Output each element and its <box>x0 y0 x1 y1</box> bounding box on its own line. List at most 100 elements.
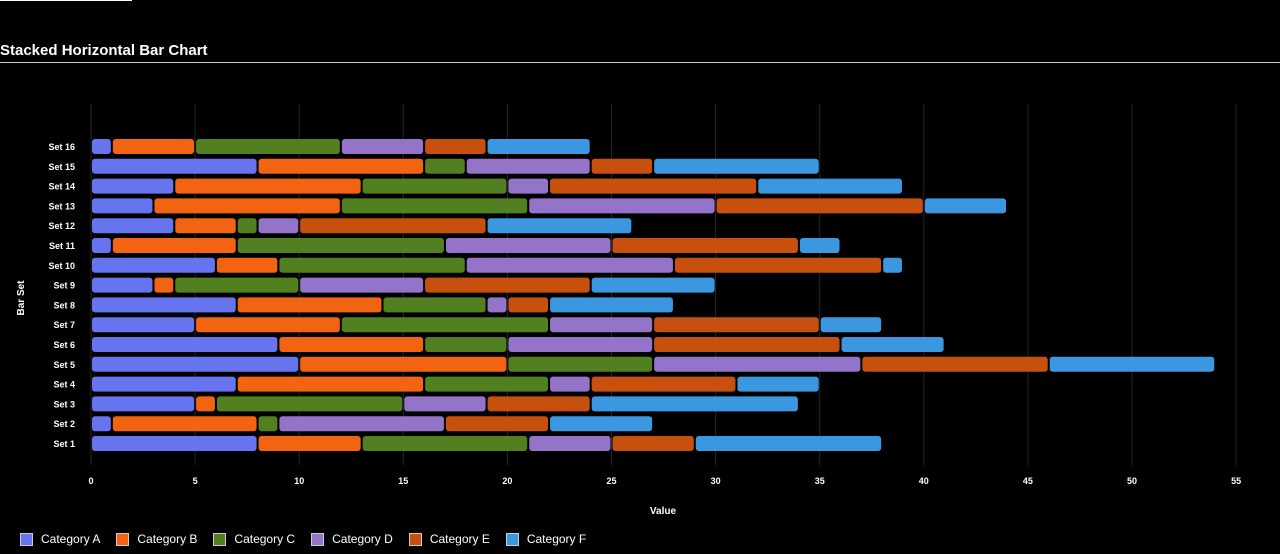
bar-segment[interactable] <box>92 297 236 313</box>
bar-segment[interactable] <box>258 218 299 234</box>
bar-segment[interactable] <box>1049 356 1215 372</box>
bar-segment[interactable] <box>237 238 444 253</box>
bar-segment[interactable] <box>425 277 590 293</box>
legend-item[interactable]: Category A <box>20 532 100 546</box>
bar-segment[interactable] <box>300 356 507 372</box>
bar-segment[interactable] <box>487 396 590 412</box>
bar-segment[interactable] <box>529 198 715 214</box>
bar-segment[interactable] <box>92 416 111 432</box>
bar-segment[interactable] <box>196 317 340 333</box>
bar-segment[interactable] <box>300 277 424 293</box>
bar-segment[interactable] <box>196 139 340 154</box>
bar-segment[interactable] <box>92 218 174 234</box>
bar-segment[interactable] <box>154 198 340 214</box>
bar-segment[interactable] <box>591 396 798 412</box>
legend-item[interactable]: Category F <box>505 532 586 546</box>
bar-segment[interactable] <box>92 238 111 253</box>
bar-segment[interactable] <box>654 356 861 372</box>
bar-segment[interactable] <box>279 257 465 273</box>
bar-segment[interactable] <box>550 178 757 194</box>
bar-segment[interactable] <box>92 436 257 451</box>
bar-segment[interactable] <box>466 257 673 273</box>
bar-segment[interactable] <box>466 158 590 174</box>
bar-segment[interactable] <box>425 158 465 174</box>
bar-segment[interactable] <box>92 198 153 214</box>
bar-segment[interactable] <box>591 158 653 174</box>
legend-item[interactable]: Category B <box>116 532 197 546</box>
bar-segment[interactable] <box>425 337 507 352</box>
bar-segment[interactable] <box>612 238 798 253</box>
bar-segment[interactable] <box>279 337 424 352</box>
bar-segment[interactable] <box>341 317 549 333</box>
bar-segment[interactable] <box>175 277 299 293</box>
bar-segment[interactable] <box>237 218 257 234</box>
bar-segment[interactable] <box>92 257 215 273</box>
bar-segment[interactable] <box>112 416 257 432</box>
bar-segment[interactable] <box>92 178 174 194</box>
bar-segment[interactable] <box>799 238 840 253</box>
bar-segment[interactable] <box>612 436 694 451</box>
bar-segment[interactable] <box>92 277 153 293</box>
bar-segment[interactable] <box>279 416 444 432</box>
bar-segment[interactable] <box>529 436 611 451</box>
bar-segment[interactable] <box>674 257 882 273</box>
legend-item[interactable]: Category D <box>311 532 393 546</box>
bar-segment[interactable] <box>550 317 653 333</box>
bar-segment[interactable] <box>216 257 278 273</box>
bar-segment[interactable] <box>362 178 507 194</box>
bar-segment[interactable] <box>550 416 653 432</box>
bar-segment[interactable] <box>341 198 528 214</box>
legend-item[interactable]: Category E <box>408 532 490 546</box>
bar-segment[interactable] <box>862 356 1048 372</box>
bar-segment[interactable] <box>92 139 111 154</box>
legend-item[interactable]: Category C <box>213 532 295 546</box>
bar-segment[interactable] <box>654 337 840 352</box>
bar-segment[interactable] <box>508 178 549 194</box>
bar-segment[interactable] <box>341 139 424 154</box>
bar-segment[interactable] <box>92 337 278 352</box>
bar-segment[interactable] <box>841 337 944 352</box>
bar-segment[interactable] <box>112 238 236 253</box>
bar-segment[interactable] <box>445 416 549 432</box>
bar-segment[interactable] <box>92 158 257 174</box>
bar-segment[interactable] <box>654 317 819 333</box>
bar-segment[interactable] <box>883 257 902 273</box>
bar-segment[interactable] <box>92 317 195 333</box>
bar-segment[interactable] <box>820 317 882 333</box>
bar-segment[interactable] <box>237 297 382 313</box>
bar-segment[interactable] <box>258 436 361 451</box>
bar-segment[interactable] <box>196 396 215 412</box>
bar-segment[interactable] <box>591 277 715 293</box>
bar-segment[interactable] <box>758 178 902 194</box>
bar-segment[interactable] <box>425 376 549 392</box>
bar-segment[interactable] <box>237 376 424 392</box>
bar-segment[interactable] <box>92 396 195 412</box>
bar-segment[interactable] <box>216 396 403 412</box>
bar-segment[interactable] <box>550 297 673 313</box>
bar-segment[interactable] <box>508 337 653 352</box>
bar-segment[interactable] <box>487 297 507 313</box>
bar-segment[interactable] <box>258 158 424 174</box>
bar-segment[interactable] <box>445 238 611 253</box>
bar-segment[interactable] <box>112 139 195 154</box>
bar-segment[interactable] <box>300 218 486 234</box>
bar-segment[interactable] <box>383 297 486 313</box>
bar-segment[interactable] <box>924 198 1007 214</box>
bar-segment[interactable] <box>258 416 278 432</box>
bar-segment[interactable] <box>154 277 174 293</box>
bar-segment[interactable] <box>508 356 653 372</box>
bar-segment[interactable] <box>716 198 923 214</box>
bar-segment[interactable] <box>695 436 882 451</box>
bar-segment[interactable] <box>487 139 590 154</box>
bar-segment[interactable] <box>550 376 590 392</box>
bar-segment[interactable] <box>591 376 736 392</box>
bar-segment[interactable] <box>425 139 486 154</box>
bar-segment[interactable] <box>175 218 236 234</box>
bar-segment[interactable] <box>404 396 486 412</box>
bar-segment[interactable] <box>175 178 361 194</box>
bar-segment[interactable] <box>92 376 236 392</box>
bar-segment[interactable] <box>508 297 549 313</box>
bar-segment[interactable] <box>654 158 819 174</box>
bar-segment[interactable] <box>362 436 528 451</box>
bar-segment[interactable] <box>92 356 299 372</box>
